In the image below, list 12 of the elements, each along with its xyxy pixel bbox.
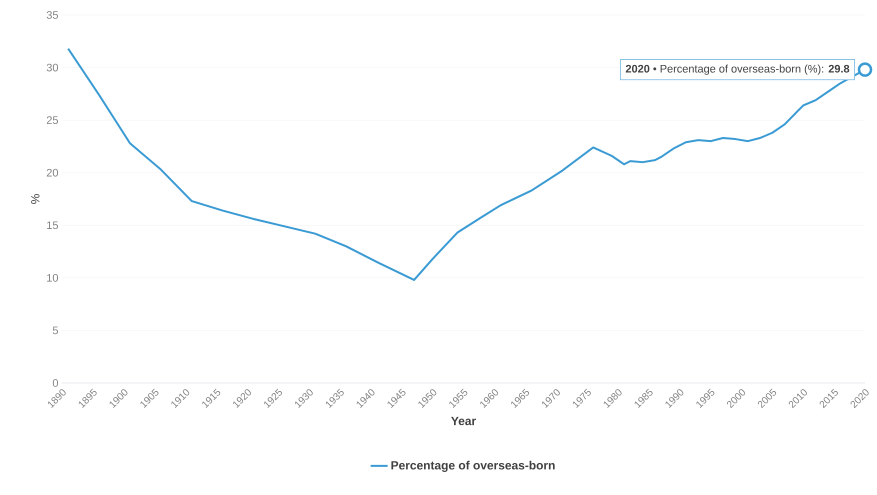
y-axis-title: % <box>31 194 40 204</box>
y-tick-label: 5 <box>52 326 58 334</box>
y-tick-label: 20 <box>46 168 58 177</box>
x-axis-title: Year <box>451 416 476 426</box>
annotation: 2020 • Percentage of overseas-born (%): 29.8 <box>626 64 850 75</box>
y-tick-label: 25 <box>46 116 58 124</box>
y-tick-label: 30 <box>46 64 58 72</box>
y-tick-label: 10 <box>47 274 58 282</box>
y-tick-label: 0 <box>52 379 58 387</box>
legend-label: Percentage of overseas-born <box>391 460 555 472</box>
y-tick-label: 35 <box>46 11 58 19</box>
y-tick-label: 15 <box>47 221 58 230</box>
